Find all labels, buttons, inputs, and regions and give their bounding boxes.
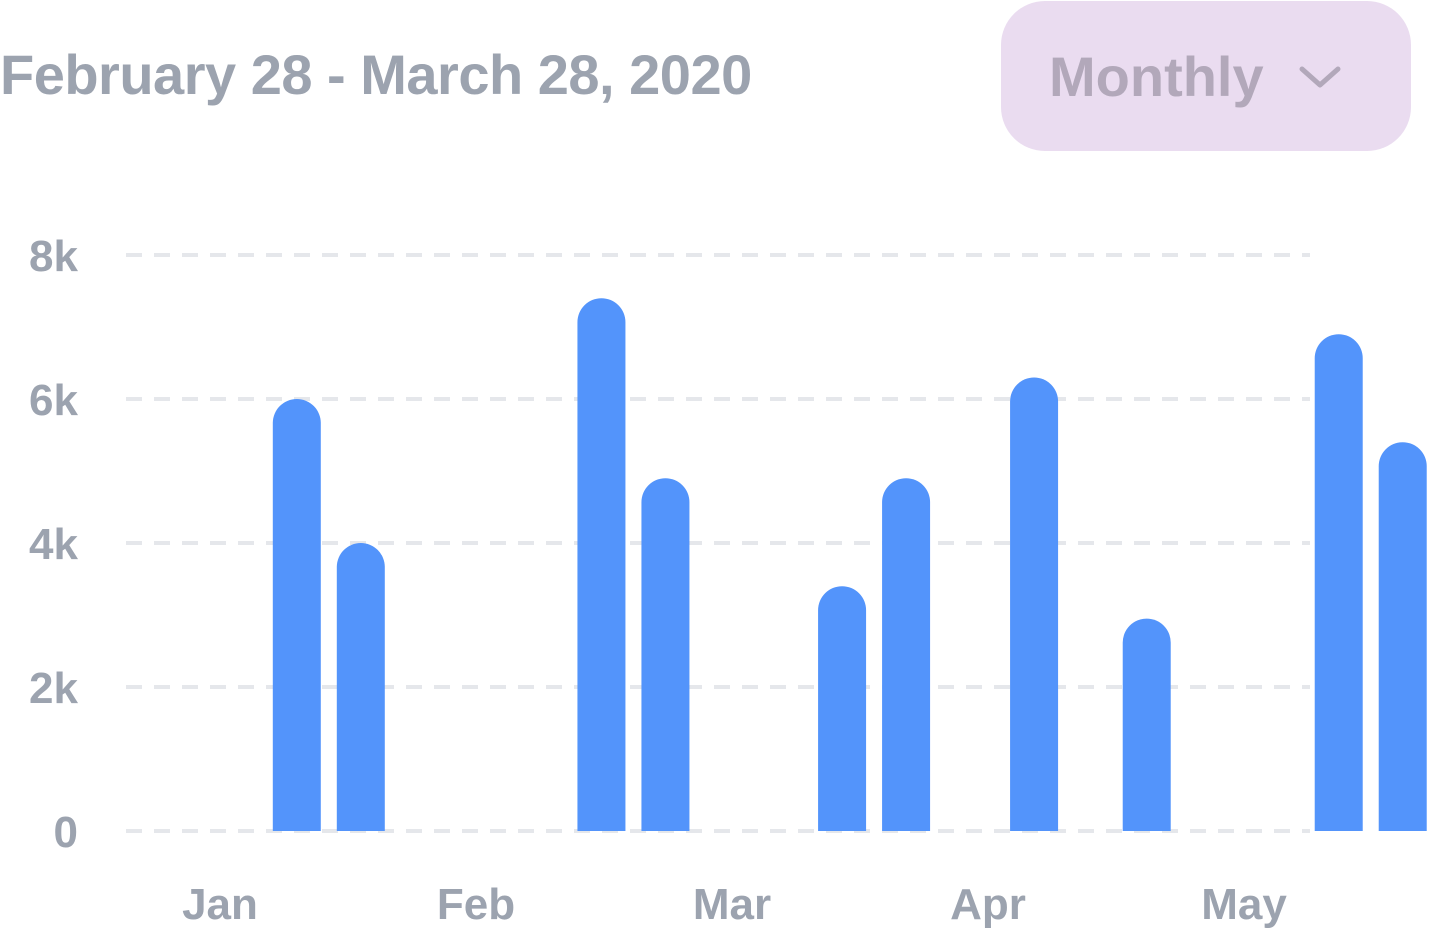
x-tick-label: Feb [437,880,515,929]
bar[interactable] [1379,442,1427,831]
bar[interactable] [641,478,689,831]
y-axis-ticks: 0 2k 4k 6k 8k [29,232,78,857]
x-axis-ticks: Jan Feb Mar Apr May [182,880,1287,929]
y-tick-label: 2k [29,664,78,713]
y-tick-label: 0 [54,808,78,857]
bar[interactable] [273,399,321,831]
y-tick-label: 8k [29,232,78,281]
bar[interactable] [1123,619,1171,831]
bar[interactable] [577,298,625,831]
x-tick-label: Apr [950,880,1026,929]
x-tick-label: Mar [693,880,771,929]
x-tick-label: May [1201,880,1287,929]
bar[interactable] [882,478,930,831]
bar[interactable] [1315,334,1363,831]
x-tick-label: Jan [182,880,258,929]
y-tick-label: 6k [29,376,78,425]
bar[interactable] [1010,377,1058,831]
bar[interactable] [337,543,385,831]
bar[interactable] [818,586,866,831]
y-tick-label: 4k [29,520,78,569]
bars [273,298,1427,831]
